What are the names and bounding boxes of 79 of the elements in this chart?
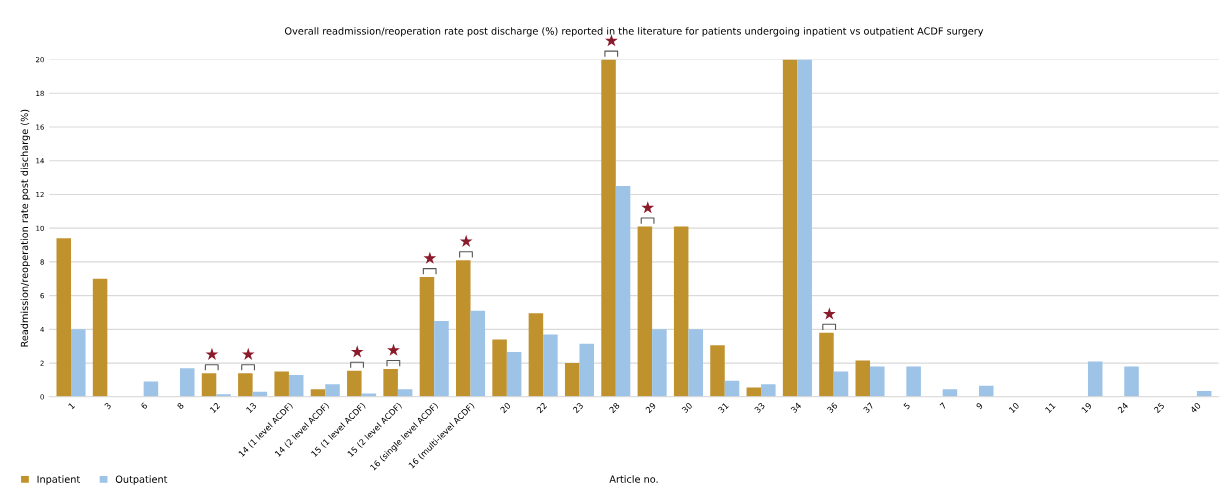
x-axis-title: Article no.	[609, 475, 658, 483]
bar	[179, 368, 195, 397]
x-tick-label: 1	[68, 402, 75, 410]
bar	[870, 366, 885, 397]
bar	[274, 371, 289, 397]
bar	[564, 363, 580, 397]
bar	[673, 226, 689, 397]
x-tick-label: 22	[536, 402, 548, 414]
x-tick-label: 13	[245, 402, 257, 414]
x-tick-label: 36	[826, 402, 838, 414]
bar	[601, 59, 616, 397]
x-tick-label: 3	[104, 402, 112, 410]
bar	[238, 373, 253, 397]
x-tick-label: 20	[499, 402, 512, 414]
x-tick-label: 23	[572, 402, 584, 414]
bar	[528, 313, 544, 397]
bar	[688, 329, 703, 397]
annotation: ★	[387, 343, 400, 356]
annotation: ★	[459, 234, 473, 247]
x-tick-label: 5	[903, 402, 911, 410]
x-tick-label: 25	[1153, 402, 1165, 414]
x-tick-label: 11	[1044, 402, 1056, 413]
x-tick-label: 24	[1117, 402, 1129, 414]
annotation: ★	[423, 251, 437, 264]
x-tick-label: 8	[176, 402, 185, 410]
x-tick-label: 34	[790, 402, 802, 414]
bar	[56, 238, 72, 397]
bar	[92, 278, 108, 397]
bar	[201, 373, 217, 397]
bar	[470, 310, 486, 397]
annotation: ★	[822, 307, 836, 320]
x-tick-label: 40	[1189, 402, 1202, 414]
x-tick-label: 12	[209, 402, 221, 413]
bar	[710, 345, 725, 397]
x-tick-label: 19	[1081, 402, 1093, 414]
bar	[506, 352, 522, 397]
y-axis-title: Readmission/reoperation rate post discharge (%)	[20, 109, 30, 347]
bar	[288, 374, 304, 397]
bar	[724, 380, 740, 397]
x-tick-label: 31	[717, 402, 729, 414]
x-tick-label: 29	[645, 402, 657, 414]
bar	[761, 384, 776, 397]
bar	[1087, 361, 1103, 397]
bar	[652, 329, 667, 397]
bar	[492, 339, 507, 397]
x-tick-label: 9	[975, 402, 984, 410]
bar	[782, 59, 798, 397]
x-tick-label: 28	[608, 402, 620, 414]
bar	[71, 329, 86, 397]
bar	[978, 385, 994, 397]
x-tick-label: 6	[140, 402, 148, 410]
x-tick-label: 37	[863, 402, 875, 414]
annotation: ★	[241, 347, 255, 360]
annotation: ★	[641, 201, 655, 214]
bar	[383, 368, 398, 397]
bar	[543, 334, 558, 397]
bar	[419, 277, 435, 397]
annotation: ★	[605, 34, 618, 47]
bar	[456, 260, 471, 397]
bar	[819, 332, 834, 397]
annotation: ★	[205, 347, 219, 360]
bar	[434, 320, 449, 397]
bar	[906, 366, 921, 397]
legend-label: Inpatient	[37, 475, 81, 485]
bar	[1124, 366, 1139, 397]
bar	[615, 186, 631, 397]
bar	[797, 59, 812, 397]
annotation: ★	[350, 345, 364, 358]
bar	[637, 226, 653, 397]
x-tick-label: 7	[939, 402, 947, 410]
x-tick-label: 30	[681, 402, 693, 414]
x-tick-label: 10	[1008, 402, 1020, 414]
bar	[325, 384, 340, 397]
x-tick-label: 33	[754, 402, 766, 414]
legend-label: Outpatient	[115, 475, 168, 485]
bar	[579, 343, 595, 397]
bar	[833, 371, 849, 397]
bar	[855, 360, 871, 397]
bar	[347, 370, 362, 397]
